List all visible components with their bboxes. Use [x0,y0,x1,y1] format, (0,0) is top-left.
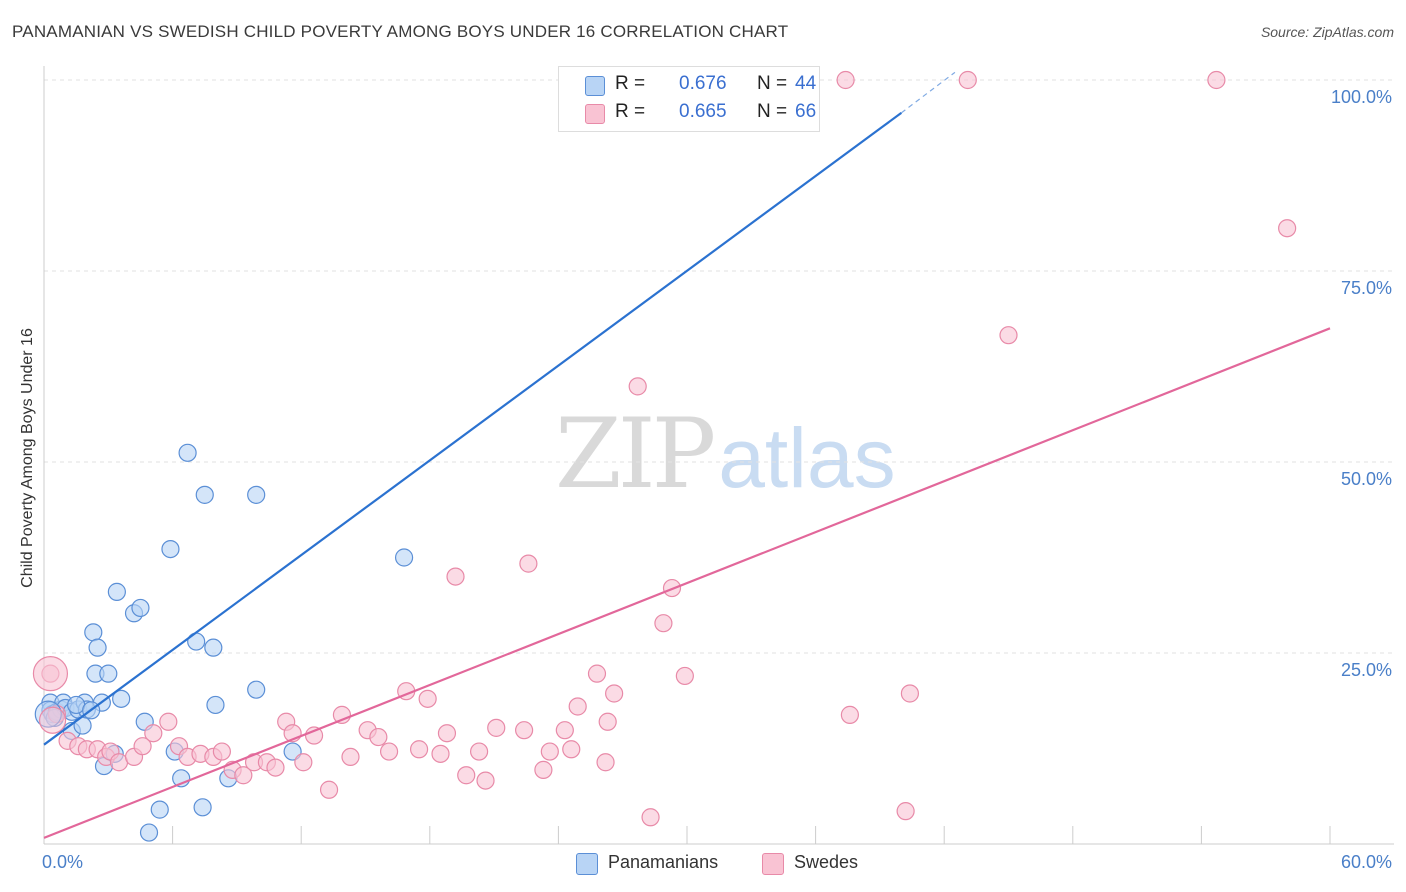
swede-point [144,724,163,743]
panamanian-point [107,582,126,601]
swede-point [568,697,587,716]
swede-point [896,802,915,821]
swede-point [234,766,253,785]
swede-point [319,780,339,799]
blue-swatch [576,853,598,875]
panamanian-point [131,598,150,618]
panamanian-point [394,548,414,567]
panamanian-point [84,623,103,642]
swede-point [587,664,607,683]
r-value: 0.676 [679,73,727,94]
swede-point [519,554,538,573]
swede-point [487,718,506,737]
panamanian-point [88,638,107,657]
swede-point [596,753,615,772]
stats-legend: R = 0.676 N = 44 R = 0.665 N = 66 [558,66,820,132]
pink-swatch [762,853,784,875]
swede-point [675,666,694,686]
chart-title: PANAMANIAN VS SWEDISH CHILD POVERTY AMON… [12,22,789,41]
x-tick-label-max: 60.0% [1340,852,1392,872]
panamanian-point [112,689,131,708]
n-label: N = [757,101,788,122]
panamanian-point [99,664,118,683]
swede-point [469,742,489,761]
swede-trend-line [43,327,1331,839]
swede-point [159,712,178,731]
panamanian-point [193,798,212,817]
panamanian-point [178,443,197,462]
n-value: 66 [795,101,817,122]
panamanian-point [283,742,302,761]
swede-point [540,742,559,761]
r-label: R = [615,101,646,122]
panamanian-trend-line [43,111,902,746]
swede-point [605,684,624,703]
series-legend: Panamanians Swedes [0,852,1406,876]
swede-point [641,808,660,827]
r-value: 0.665 [679,101,727,122]
swede-point [341,747,360,767]
y-tick-label-25: 25.0% [1340,660,1392,680]
panamanian-point [195,485,214,504]
swede-point [431,744,450,763]
swede-point [457,766,476,785]
swede-point [418,689,437,708]
watermark-zip: ZIP [555,398,716,510]
y-tick-label-50: 50.0% [1340,469,1392,489]
x-tick-label-min: 0.0% [42,852,84,872]
swede-point [999,326,1018,345]
swede-point [900,684,920,703]
swede-point [1207,70,1226,90]
swede-point [562,740,581,759]
swede-point [628,377,647,396]
swede-point [654,614,673,633]
panamanian-point [161,539,180,559]
swede-point [379,742,399,761]
watermark: ZIPatlas [555,398,896,510]
swede-point [840,705,859,724]
panamanian-point [204,638,223,657]
swede-cluster-point [32,656,69,692]
swede-point [534,760,553,779]
swede-point [369,727,388,747]
source-label: Source: ZipAtlas.com [1260,24,1394,40]
panamanian-trend-extension [900,71,956,114]
swede-point [958,70,977,90]
panamanian-point [139,823,159,842]
swede-point [836,70,855,90]
swede-point [437,724,457,743]
watermark-atlas: atlas [718,411,896,505]
swede-point [1278,219,1297,238]
panamanian-point [247,680,266,699]
swede-point [294,753,313,772]
n-value: 44 [795,73,817,94]
blue-swatch [585,76,605,96]
swede-point [409,740,429,759]
swede-point [555,721,574,740]
legend-label-swedes: Swedes [794,852,859,872]
r-label: R = [615,73,646,94]
swede-point [515,721,534,740]
swede-point [304,726,324,745]
swede-point [476,771,495,790]
y-tick-label-75: 75.0% [1340,278,1392,298]
pink-swatch [585,104,605,124]
n-label: N = [757,73,788,94]
swede-point [212,742,231,761]
swede-point [446,567,465,586]
panamanian-point [247,485,266,504]
legend-label-panamanians: Panamanians [608,852,719,872]
panamanian-point [150,800,169,819]
y-tick-label-100: 100.0% [1330,87,1392,107]
panamanian-point [206,695,225,715]
swede-point [598,712,617,731]
swede-point [133,737,152,756]
swede-cluster-point [38,706,67,734]
swede-point [266,758,285,777]
